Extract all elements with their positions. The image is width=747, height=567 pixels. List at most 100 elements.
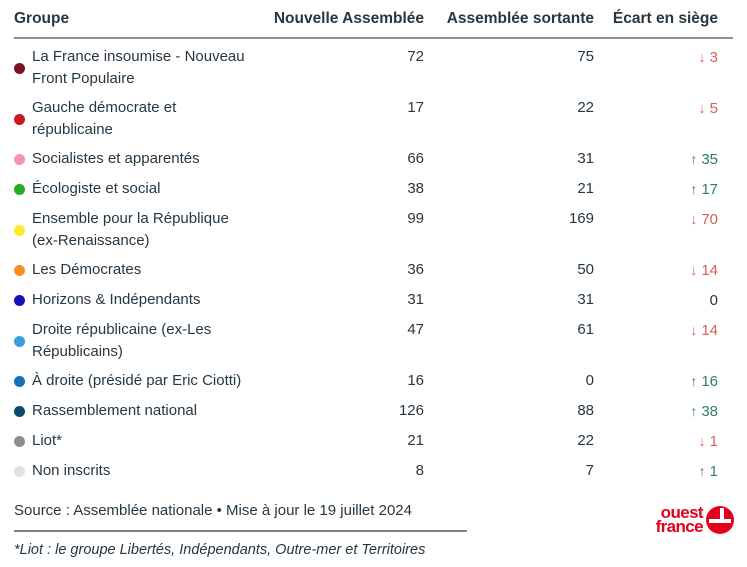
group-cell: Horizons & Indépendants (14, 286, 254, 316)
group-name: Écologiste et social (32, 180, 161, 197)
nouvelle-assemblee-value: 36 (407, 261, 424, 278)
assemblee-sortante-value: 31 (577, 291, 594, 308)
group-color-dot-icon (14, 183, 25, 195)
trend-arrow-icon: ↑ (690, 373, 698, 389)
nouvelle-assemblee-value: 17 (407, 99, 424, 116)
group-cell: Droite républicaine (ex-Les Républicains… (14, 316, 254, 367)
ecart-value: ↑ 16 (690, 373, 718, 390)
group-color-dot-icon (14, 405, 25, 417)
logo-line-ouest: ouest (660, 503, 704, 522)
nouvelle-assemblee-value: 47 (407, 321, 424, 338)
group-color-dot-icon (14, 335, 25, 347)
table-row: Liot* 21 22 ↓ 1 (14, 427, 733, 457)
nouvelle-assemblee-value: 16 (407, 372, 424, 389)
assemblee-sortante-value: 61 (577, 321, 594, 338)
table-row: Rassemblement national 126 88 ↑ 38 (14, 397, 733, 427)
ouest-france-logo-text: ouest france (655, 503, 704, 536)
nouvelle-assemblee-value: 8 (415, 462, 424, 479)
trend-arrow-icon: ↓ (698, 49, 706, 65)
trend-arrow-icon: ↑ (690, 151, 698, 167)
group-color-dot-icon (14, 153, 25, 165)
nouvelle-assemblee-value: 72 (407, 48, 424, 65)
assemblee-sortante-value: 0 (585, 372, 594, 389)
group-cell: Gauche démocrate et républicaine (14, 94, 254, 145)
group-cell: À droite (présidé par Eric Ciotti) (14, 367, 254, 397)
table-header-row: Groupe Nouvelle Assemblée Assemblée sort… (14, 8, 733, 39)
trend-arrow-icon: ↓ (690, 262, 698, 278)
group-name: Non inscrits (32, 462, 111, 479)
group-name: Droite républicaine (ex-Les Républicains… (32, 321, 212, 360)
group-color-dot-icon (14, 435, 25, 447)
group-color-dot-icon (14, 62, 25, 74)
group-color-dot-icon (14, 264, 25, 276)
assemblee-sortante-value: 31 (577, 150, 594, 167)
group-cell: La France insoumise - Nouveau Front Popu… (14, 38, 254, 94)
logo-line-france: france (655, 517, 704, 536)
trend-arrow-icon: ↑ (690, 403, 698, 419)
ecart-value: ↓ 14 (690, 322, 718, 339)
table-row: Les Démocrates 36 50 ↓ 14 (14, 256, 733, 286)
liot-footnote: *Liot : le groupe Libertés, Indépendants… (14, 542, 426, 558)
nouvelle-assemblee-value: 99 (407, 210, 424, 227)
group-color-dot-icon (14, 224, 25, 236)
group-color-dot-icon (14, 375, 25, 387)
ecart-value: ↑ 1 (698, 463, 718, 480)
table-row: Ensemble pour la République (ex-Renaissa… (14, 205, 733, 256)
group-cell: Liot* (14, 427, 254, 457)
group-cell: Ensemble pour la République (ex-Renaissa… (14, 205, 254, 256)
group-name: Liot* (32, 432, 63, 449)
col-header-nouvelle-assemblee: Nouvelle Assemblée (254, 8, 424, 39)
nouvelle-assemblee-value: 38 (407, 180, 424, 197)
group-name: Horizons & Indépendants (32, 291, 201, 308)
assemblee-sortante-value: 75 (577, 48, 594, 65)
assemblee-sortante-value: 88 (577, 402, 594, 419)
col-header-assemblee-sortante: Assemblée sortante (424, 8, 594, 39)
assemblee-sortante-value: 22 (577, 99, 594, 116)
assemblee-sortante-value: 7 (585, 462, 594, 479)
table-row: La France insoumise - Nouveau Front Popu… (14, 38, 733, 94)
group-cell: Les Démocrates (14, 256, 254, 286)
table-row: À droite (présidé par Eric Ciotti) 16 0 … (14, 367, 733, 397)
trend-arrow-icon: ↓ (698, 100, 706, 116)
group-color-dot-icon (14, 113, 25, 125)
group-cell: Rassemblement national (14, 397, 254, 427)
table-row: Socialistes et apparentés 66 31 ↑ 35 (14, 145, 733, 175)
col-header-groupe: Groupe (14, 8, 254, 39)
assemblee-sortante-value: 169 (568, 210, 594, 227)
group-name: Les Démocrates (32, 261, 142, 278)
ecart-value: 0 (709, 292, 718, 309)
group-name: La France insoumise - Nouveau Front Popu… (32, 48, 245, 87)
source-note: Source : Assemblée nationale • Mise à jo… (14, 502, 412, 519)
col-header-ecart-en-siege: Écart en siège (594, 8, 733, 39)
trend-arrow-icon: ↑ (690, 181, 698, 197)
ecart-value: ↓ 1 (698, 433, 718, 450)
ecart-value: ↓ 5 (698, 100, 718, 117)
ecart-value: ↓ 14 (690, 262, 718, 279)
table-row: Non inscrits 8 7 ↑ 1 (14, 457, 733, 487)
ecart-value: ↓ 3 (698, 49, 718, 66)
assemblee-sortante-value: 21 (577, 180, 594, 197)
table-row: Horizons & Indépendants 31 31 0 (14, 286, 733, 316)
assemblee-sortante-value: 22 (577, 432, 594, 449)
nouvelle-assemblee-value: 21 (407, 432, 424, 449)
group-color-dot-icon (14, 465, 25, 477)
footer-divider (14, 530, 467, 532)
nouvelle-assemblee-value: 31 (407, 291, 424, 308)
group-name: À droite (présidé par Eric Ciotti) (32, 372, 242, 389)
group-name: Socialistes et apparentés (32, 150, 200, 167)
group-name: Ensemble pour la République (ex-Renaissa… (32, 210, 229, 249)
trend-arrow-icon: ↓ (690, 211, 698, 227)
group-name: Rassemblement national (32, 402, 198, 419)
nouvelle-assemblee-value: 126 (398, 402, 424, 419)
assemblee-sortante-value: 50 (577, 261, 594, 278)
group-name: Gauche démocrate et républicaine (32, 99, 177, 138)
group-cell: Socialistes et apparentés (14, 145, 254, 175)
ecart-value: ↑ 35 (690, 151, 718, 168)
trend-arrow-icon: ↑ (698, 463, 706, 479)
table-row: Droite républicaine (ex-Les Républicains… (14, 316, 733, 367)
ouest-france-logo: ouest france (655, 503, 734, 536)
trend-arrow-icon: ↓ (690, 322, 698, 338)
ecart-value: ↓ 70 (690, 211, 718, 228)
ouest-france-logo-icon (706, 506, 734, 534)
